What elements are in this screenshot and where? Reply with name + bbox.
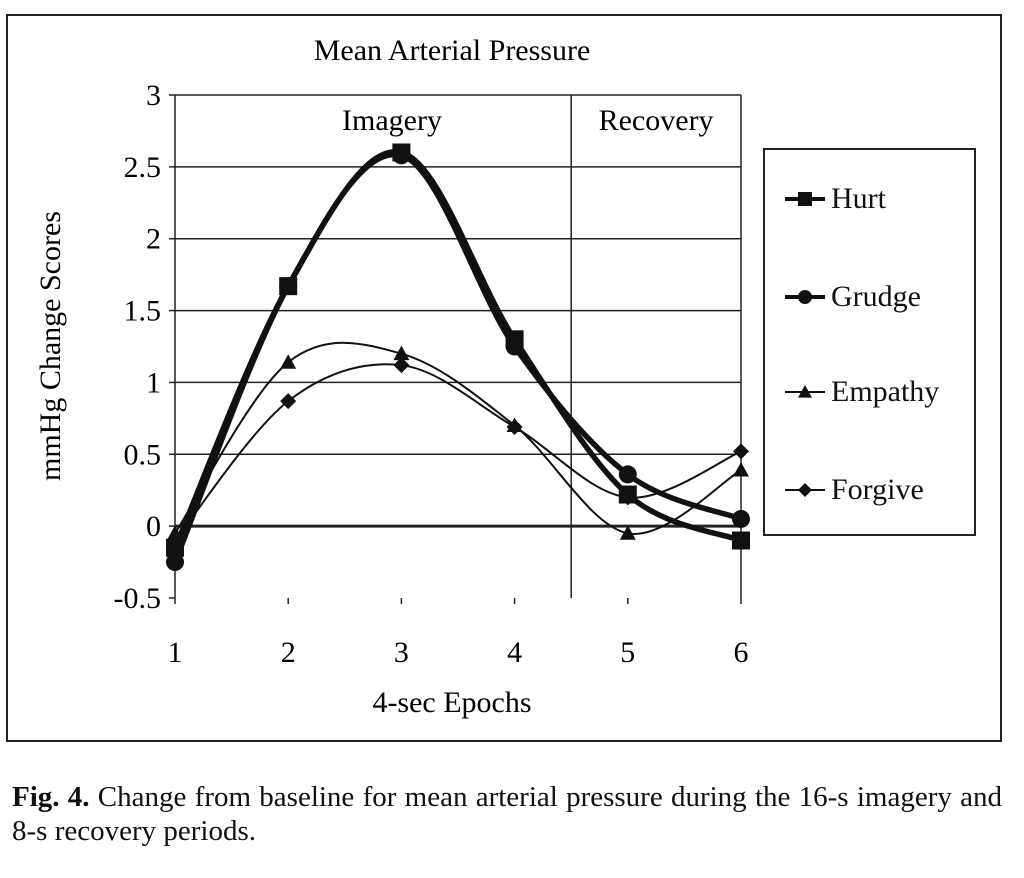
y-tick-label: 1.5 — [124, 295, 162, 328]
y-tick-label: 2.5 — [124, 151, 162, 184]
series-grudge — [166, 146, 750, 572]
chart-title: Mean Arterial Pressure — [314, 34, 591, 67]
series-line-empathy — [174, 341, 742, 535]
legend-marker — [798, 192, 812, 206]
figure-frame — [6, 14, 1002, 742]
series-line-grudge — [172, 151, 743, 564]
data-point-hurt — [732, 531, 750, 550]
data-point-forgive — [280, 393, 297, 410]
annotations: Imagery Recovery — [342, 95, 714, 598]
data-point-grudge — [732, 509, 750, 528]
legend-marker — [798, 483, 812, 497]
data-point-grudge — [392, 146, 411, 165]
legend: Hurt Grudge Empathy Forgive — [763, 148, 976, 536]
tick-labels: 32.521.510.50-0.51 2 3 4 5 6 — [114, 79, 749, 669]
x-axis-label: 4-sec Epochs — [372, 686, 531, 719]
data-point-grudge — [279, 277, 298, 296]
series-group — [166, 143, 750, 572]
y-tick-label: 1 — [146, 366, 161, 399]
legend-item-hurt: Hurt — [783, 179, 886, 219]
caption-label: Fig. 4. — [12, 781, 90, 813]
series-line-forgive — [174, 363, 742, 542]
x-tick-label: 4 — [507, 636, 522, 669]
data-point-grudge — [166, 553, 184, 572]
chart: Mean Arterial Pressure Imagery Recovery 3… — [34, 34, 750, 719]
annotation-imagery: Imagery — [342, 104, 442, 137]
gridlines — [175, 94, 741, 528]
series-empathy — [167, 341, 749, 540]
y-tick-label: 2 — [146, 223, 161, 256]
legend-item-grudge: Grudge — [783, 277, 921, 317]
annotation-recovery: Recovery — [599, 104, 714, 137]
data-point-grudge — [618, 465, 637, 484]
data-point-empathy — [733, 462, 749, 477]
y-axis-label: mmHg Change Scores — [34, 211, 67, 481]
data-point-grudge — [505, 337, 524, 356]
y-tick-label: 3 — [146, 79, 161, 112]
legend-marker — [798, 385, 812, 398]
legend-item-forgive: Forgive — [783, 470, 924, 510]
y-tick-label: 0 — [146, 510, 161, 543]
x-tick-label: 2 — [281, 636, 296, 669]
figure-caption: Fig. 4. Change from baseline for mean ar… — [12, 780, 1002, 848]
legend-item-empathy: Empathy — [783, 372, 939, 412]
x-tick-label: 3 — [394, 636, 409, 669]
caption-text: Change from baseline for mean arterial p… — [12, 781, 1002, 847]
data-point-empathy — [393, 345, 410, 361]
circle-marker-icon — [785, 290, 825, 304]
x-tick-label: 5 — [620, 636, 635, 669]
legend-marker — [798, 290, 812, 304]
triangle-marker-icon — [785, 385, 825, 398]
legend-label: Grudge — [831, 280, 921, 313]
legend-label: Hurt — [831, 182, 886, 215]
y-tick-label: 0.5 — [124, 438, 162, 471]
legend-label: Forgive — [831, 473, 924, 506]
diamond-marker-icon — [785, 483, 825, 497]
data-point-forgive — [393, 357, 410, 374]
series-forgive — [167, 357, 749, 549]
x-tick-label: 6 — [734, 636, 749, 669]
data-point-forgive — [167, 532, 183, 549]
data-point-empathy — [280, 354, 297, 369]
square-marker-icon — [785, 192, 825, 206]
legend-label: Empathy — [831, 375, 940, 408]
data-point-forgive — [733, 443, 749, 460]
data-point-empathy — [619, 525, 636, 540]
data-point-forgive — [506, 418, 523, 435]
x-tick-label: 1 — [168, 636, 183, 669]
y-tick-label: -0.5 — [114, 582, 162, 615]
data-point-forgive — [619, 489, 636, 506]
